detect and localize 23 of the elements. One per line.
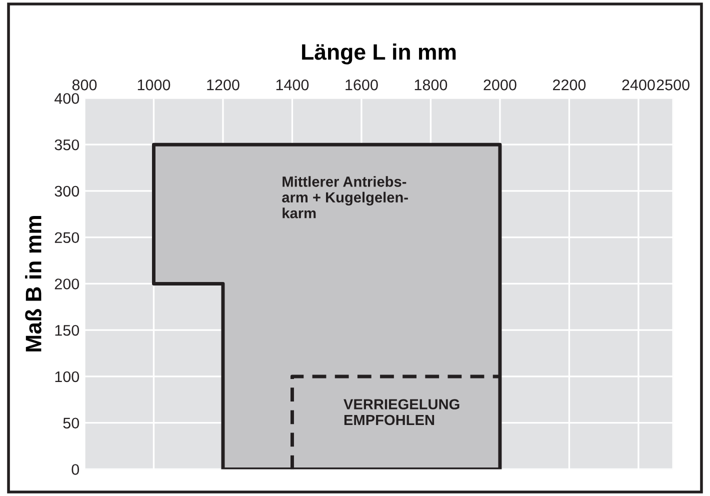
x-tick-label: 1000: [138, 80, 170, 90]
x-tick-label: 1600: [346, 80, 378, 90]
y-tick-label: 350: [54, 139, 80, 150]
x-tick-label: 1800: [414, 80, 448, 90]
y-tick-label: 200: [54, 278, 80, 290]
y-tick-label: 50: [63, 418, 80, 429]
x-tick-label: 1200: [207, 80, 240, 90]
y-tick-label: 0: [72, 464, 80, 475]
x-tick-label: 2200: [552, 80, 586, 90]
annotation: VERRIEGELUNG EMPFOHLEN: [344, 399, 460, 426]
x-axis-title: Länge L in mm: [302, 44, 456, 64]
y-tick-label: 100: [55, 371, 80, 382]
y-tick-label: 300: [54, 186, 80, 197]
y-tick-label: 400: [54, 93, 80, 104]
x-tick-label: 2000: [484, 80, 516, 90]
y-axis-title: Maß B in mm: [25, 216, 42, 352]
y-tick-label: 150: [55, 324, 80, 336]
annotation: Mittlerer Antriebs- arm + Kugelgelen- karm: [282, 176, 408, 218]
x-tick-label: 1400: [276, 80, 309, 90]
x-tick-label: 2500: [656, 80, 690, 90]
x-tick-label: 2400: [622, 80, 655, 90]
y-tick-label: 250: [54, 232, 80, 244]
x-tick-label: 800: [72, 80, 97, 90]
